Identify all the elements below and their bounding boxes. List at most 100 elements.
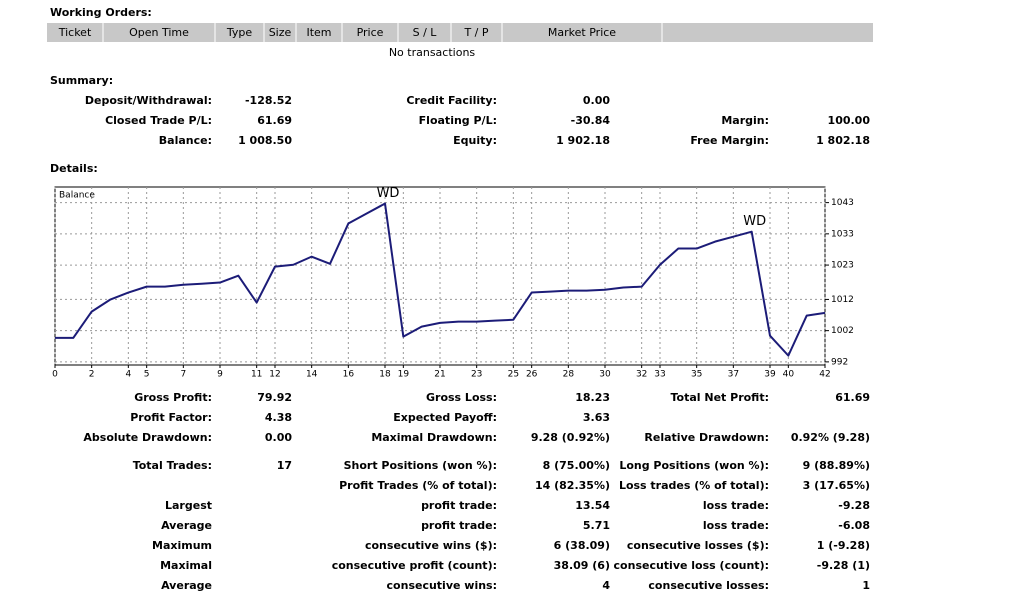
field-label: Total Trades:: [133, 459, 212, 472]
field-label: Profit Trades (% of total):: [339, 479, 497, 492]
x-tick-label: 2: [89, 370, 95, 380]
field-label: Absolute Drawdown:: [83, 431, 212, 444]
x-tick-label: 39: [764, 370, 776, 380]
field-value: 100.00: [828, 114, 871, 127]
x-tick-label: 42: [819, 370, 830, 380]
field-label: Profit Factor:: [130, 411, 212, 424]
field-value: 18.23: [575, 391, 610, 404]
x-tick-label: 18: [379, 370, 391, 380]
field-value: 1: [862, 579, 870, 592]
x-tick-label: 11: [251, 370, 262, 380]
field-value: 61.69: [257, 114, 292, 127]
x-tick-label: 26: [526, 370, 538, 380]
x-tick-label: 14: [306, 370, 318, 380]
y-tick-label: 1012: [831, 295, 854, 305]
field-label: loss trade:: [703, 499, 769, 512]
section-title: Working Orders:: [50, 6, 152, 19]
x-tick-label: 19: [398, 370, 410, 380]
x-tick-label: 28: [563, 370, 575, 380]
x-tick-label: 33: [654, 370, 665, 380]
field-value: 14 (82.35%): [535, 479, 610, 492]
field-value: 1 (-9.28): [817, 539, 870, 552]
annotation: WD: [743, 214, 766, 229]
field-value: 4.38: [265, 411, 292, 424]
field-label: Deposit/Withdrawal:: [85, 94, 212, 107]
field-value: 13.54: [575, 499, 610, 512]
field-label: Total Net Profit:: [671, 391, 770, 404]
y-tick-label: 1033: [831, 229, 854, 239]
column-header: Ticket: [58, 26, 92, 39]
field-label: Free Margin:: [690, 134, 769, 147]
column-header: Price: [357, 26, 384, 39]
column-header: T / P: [463, 26, 488, 39]
x-tick-label: 0: [52, 370, 58, 380]
field-value: 3 (17.65%): [803, 479, 870, 492]
field-label: Balance:: [159, 134, 212, 147]
field-value: 0.92% (9.28): [791, 431, 870, 444]
x-tick-label: 30: [599, 370, 611, 380]
x-tick-label: 5: [144, 370, 150, 380]
field-value: 0.00: [265, 431, 292, 444]
column-header: S / L: [413, 26, 438, 39]
field-value: 8 (75.00%): [543, 459, 610, 472]
y-tick-label: 1002: [831, 326, 854, 336]
section-title: Summary:: [50, 74, 113, 87]
field-value: 9.28 (0.92%): [531, 431, 610, 444]
field-label: Average: [161, 579, 212, 592]
field-label: Average: [161, 519, 212, 532]
x-tick-label: 12: [269, 370, 280, 380]
y-tick-label: 1023: [831, 261, 854, 271]
empty-text: No transactions: [389, 46, 476, 59]
field-value: 3.63: [583, 411, 610, 424]
field-value: 4: [602, 579, 610, 592]
field-label: consecutive loss (count):: [614, 559, 769, 572]
field-label: Short Positions (won %):: [344, 459, 497, 472]
field-label: Maximum: [152, 539, 212, 552]
field-label: Floating P/L:: [419, 114, 497, 127]
x-tick-label: 21: [434, 370, 445, 380]
field-value: 1 902.18: [556, 134, 610, 147]
field-label: Relative Drawdown:: [644, 431, 769, 444]
field-value: -30.84: [571, 114, 611, 127]
field-value: 0.00: [583, 94, 610, 107]
x-tick-label: 32: [636, 370, 647, 380]
field-label: Loss trades (% of total):: [619, 479, 769, 492]
field-label: profit trade:: [421, 519, 497, 532]
field-value: 79.92: [257, 391, 292, 404]
section-title: Details:: [50, 162, 98, 175]
field-label: Credit Facility:: [406, 94, 497, 107]
column-header: Item: [306, 26, 331, 39]
legend-label: Balance: [59, 191, 95, 201]
field-value: -9.28 (1): [817, 559, 870, 572]
series-line: [55, 202, 826, 357]
column-header: Size: [269, 26, 292, 39]
plot-frame: [54, 186, 826, 366]
x-tick-label: 40: [783, 370, 795, 380]
field-label: consecutive wins:: [387, 579, 497, 592]
field-value: 1 008.50: [238, 134, 292, 147]
x-tick-label: 7: [180, 370, 186, 380]
field-value: 61.69: [835, 391, 870, 404]
field-value: 6 (38.09): [554, 539, 610, 552]
field-label: Largest: [165, 499, 212, 512]
column-header: Open Time: [129, 26, 189, 39]
field-value: -9.28: [838, 499, 870, 512]
x-tick-label: 9: [217, 370, 223, 380]
field-value: -6.08: [838, 519, 870, 532]
field-value: 1 802.18: [816, 134, 870, 147]
x-tick-label: 23: [471, 370, 482, 380]
x-tick-label: 4: [125, 370, 131, 380]
field-value: 17: [277, 459, 292, 472]
field-label: loss trade:: [703, 519, 769, 532]
column-header: Type: [226, 26, 252, 39]
field-label: consecutive losses ($):: [627, 539, 769, 552]
field-label: Equity:: [453, 134, 497, 147]
field-label: consecutive wins ($):: [365, 539, 497, 552]
field-label: Long Positions (won %):: [619, 459, 769, 472]
field-label: Expected Payoff:: [393, 411, 497, 424]
field-label: Margin:: [721, 114, 769, 127]
field-label: consecutive losses:: [648, 579, 769, 592]
field-label: Maximal Drawdown:: [371, 431, 497, 444]
field-label: Gross Loss:: [426, 391, 497, 404]
